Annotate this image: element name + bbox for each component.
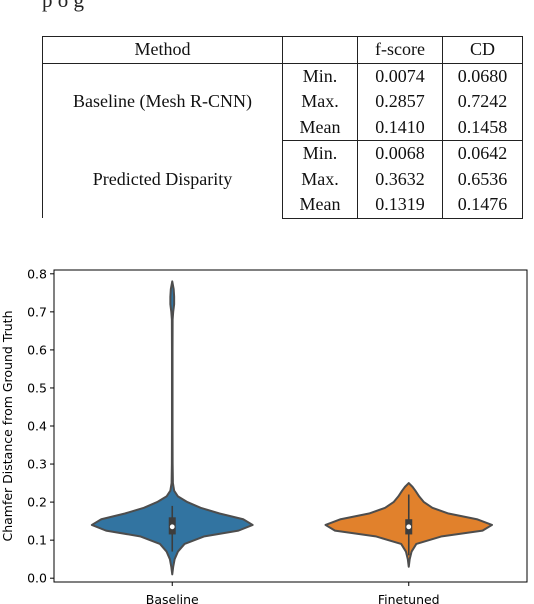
fscore-value: 0.1319 (357, 192, 443, 219)
y-tick-label: 0.6 (27, 342, 47, 357)
fscore-value: 0.0074 (357, 63, 443, 89)
cd-value: 0.1476 (442, 192, 523, 219)
violin-body (90, 280, 254, 576)
header-cd: CD (442, 36, 523, 64)
group-predicted-disparity: Predicted Disparity Min. 0.0068 0.0642 M… (42, 140, 523, 219)
y-tick-label: 0.8 (27, 266, 47, 281)
table-row: Max. 0.3632 0.6536 (43, 166, 523, 192)
table-row: Baseline (Mesh R-CNN) Min. 0.0074 0.0680 (42, 63, 523, 141)
results-table: Method f-score CD Baseline (Mesh R-CNN) … (42, 36, 523, 219)
y-tick-label: 0.2 (27, 495, 47, 510)
stat-label: Mean (282, 192, 358, 219)
header-fscore: f-score (357, 36, 443, 64)
method-name: Predicted Disparity (42, 140, 283, 218)
cd-value: 0.6536 (442, 166, 523, 192)
violin-median-dot (406, 524, 412, 530)
x-tick-label: Baseline (146, 592, 199, 604)
preceding-text-fragment: p o g (42, 0, 84, 12)
violin-chart: Baseline Finetuned 0.0 0.1 0.2 0.3 0.4 0.5 0.6 0.… (0, 266, 528, 604)
y-tick-label: 0.4 (27, 419, 47, 434)
table-row: Predicted Disparity Min. 0.0068 0.0642 (42, 140, 523, 218)
table-header-row: Method f-score CD (42, 36, 523, 64)
y-tick-label: 0.7 (27, 304, 47, 319)
header-stat (282, 36, 358, 64)
method-name: Baseline (Mesh R-CNN) (42, 63, 283, 141)
stat-label: Mean (282, 114, 358, 141)
stat-label: Max. (282, 166, 358, 192)
stat-label: Max. (282, 89, 358, 115)
y-tick-label: 0.1 (27, 533, 47, 548)
cd-value: 0.0642 (442, 140, 523, 167)
table-row: Max. 0.2857 0.7242 (43, 89, 523, 115)
y-tick-label: 0.5 (27, 380, 47, 395)
cd-value: 0.1458 (442, 114, 523, 141)
group-baseline: Baseline (Mesh R-CNN) Min. 0.0074 0.0680… (42, 63, 523, 141)
header-method: Method (42, 36, 283, 64)
fscore-value: 0.2857 (357, 89, 443, 115)
cd-value: 0.7242 (442, 89, 523, 115)
violin-median-dot (169, 524, 175, 530)
y-axis-label: Chamfer Distance from Ground Truth (0, 310, 15, 541)
table-row: Mean 0.1319 0.1476 (43, 192, 523, 219)
y-tick-label: 0.0 (27, 571, 47, 586)
stat-label: Min. (282, 63, 358, 89)
fscore-value: 0.0068 (357, 140, 443, 167)
stat-label: Min. (282, 140, 358, 167)
y-tick-label: 0.3 (27, 457, 47, 472)
fscore-value: 0.1410 (357, 114, 443, 141)
x-tick-label: Finetuned (378, 592, 440, 604)
fscore-value: 0.3632 (357, 166, 443, 192)
table-row: Mean 0.1410 0.1458 (43, 114, 523, 141)
cd-value: 0.0680 (442, 63, 523, 89)
